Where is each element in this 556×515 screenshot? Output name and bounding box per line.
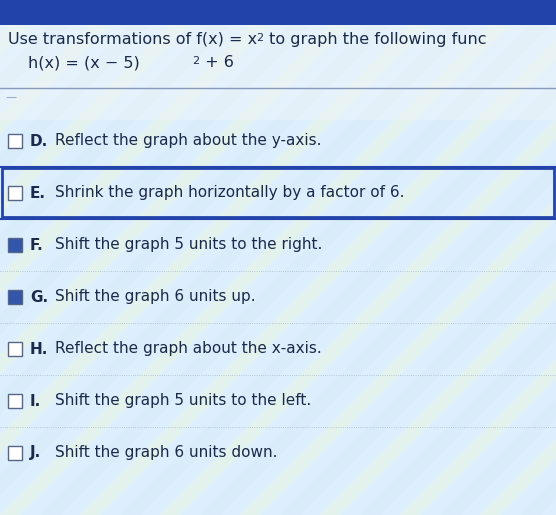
Polygon shape bbox=[0, 0, 255, 515]
Polygon shape bbox=[200, 0, 556, 515]
Polygon shape bbox=[0, 0, 495, 515]
Text: Shift the graph 6 units up.: Shift the graph 6 units up. bbox=[55, 289, 256, 304]
Text: h(x) = (x − 5): h(x) = (x − 5) bbox=[28, 55, 140, 70]
Polygon shape bbox=[0, 0, 215, 515]
Text: Shift the graph 5 units to the left.: Shift the graph 5 units to the left. bbox=[55, 393, 311, 408]
Polygon shape bbox=[40, 0, 556, 515]
Text: E.: E. bbox=[30, 185, 46, 200]
Polygon shape bbox=[120, 0, 556, 515]
Text: Reflect the graph about the x-axis.: Reflect the graph about the x-axis. bbox=[55, 341, 322, 356]
Text: Shrink the graph horizontally by a factor of 6.: Shrink the graph horizontally by a facto… bbox=[55, 185, 405, 200]
Text: Use transformations of f(x) = x: Use transformations of f(x) = x bbox=[8, 32, 257, 47]
Polygon shape bbox=[320, 0, 556, 515]
Text: H.: H. bbox=[30, 341, 48, 356]
Text: G.: G. bbox=[30, 289, 48, 304]
Text: F.: F. bbox=[30, 237, 44, 252]
Text: J.: J. bbox=[30, 445, 41, 460]
Polygon shape bbox=[0, 0, 175, 515]
Polygon shape bbox=[0, 0, 335, 515]
Text: 2: 2 bbox=[192, 56, 199, 66]
Text: Shift the graph 5 units to the right.: Shift the graph 5 units to the right. bbox=[55, 237, 322, 252]
Text: Shift the graph 6 units down.: Shift the graph 6 units down. bbox=[55, 445, 277, 460]
Polygon shape bbox=[400, 0, 556, 515]
Polygon shape bbox=[0, 0, 15, 515]
Bar bbox=[8, 238, 22, 252]
Polygon shape bbox=[0, 0, 415, 515]
Bar bbox=[8, 394, 22, 408]
Bar bbox=[8, 134, 22, 148]
Polygon shape bbox=[0, 0, 455, 515]
Bar bbox=[8, 342, 22, 356]
Polygon shape bbox=[0, 0, 55, 515]
Text: Reflect the graph about the y-axis.: Reflect the graph about the y-axis. bbox=[55, 133, 321, 148]
Bar bbox=[0, 25, 556, 120]
Bar bbox=[0, 0, 556, 25]
Polygon shape bbox=[480, 0, 556, 515]
Polygon shape bbox=[440, 0, 556, 515]
Polygon shape bbox=[0, 0, 295, 515]
Polygon shape bbox=[360, 0, 556, 515]
Text: 2: 2 bbox=[256, 33, 263, 43]
Polygon shape bbox=[0, 0, 375, 515]
Polygon shape bbox=[0, 0, 535, 515]
Polygon shape bbox=[0, 0, 135, 515]
Text: D.: D. bbox=[30, 133, 48, 148]
Bar bbox=[8, 290, 22, 304]
Polygon shape bbox=[240, 0, 556, 515]
Polygon shape bbox=[0, 0, 95, 515]
Text: + 6: + 6 bbox=[200, 55, 234, 70]
Text: I.: I. bbox=[30, 393, 41, 408]
Bar bbox=[8, 446, 22, 460]
Polygon shape bbox=[520, 0, 556, 515]
Bar bbox=[8, 186, 22, 200]
Text: to graph the following func: to graph the following func bbox=[264, 32, 486, 47]
Polygon shape bbox=[280, 0, 556, 515]
Text: —: — bbox=[5, 92, 16, 102]
Polygon shape bbox=[160, 0, 556, 515]
Polygon shape bbox=[80, 0, 556, 515]
